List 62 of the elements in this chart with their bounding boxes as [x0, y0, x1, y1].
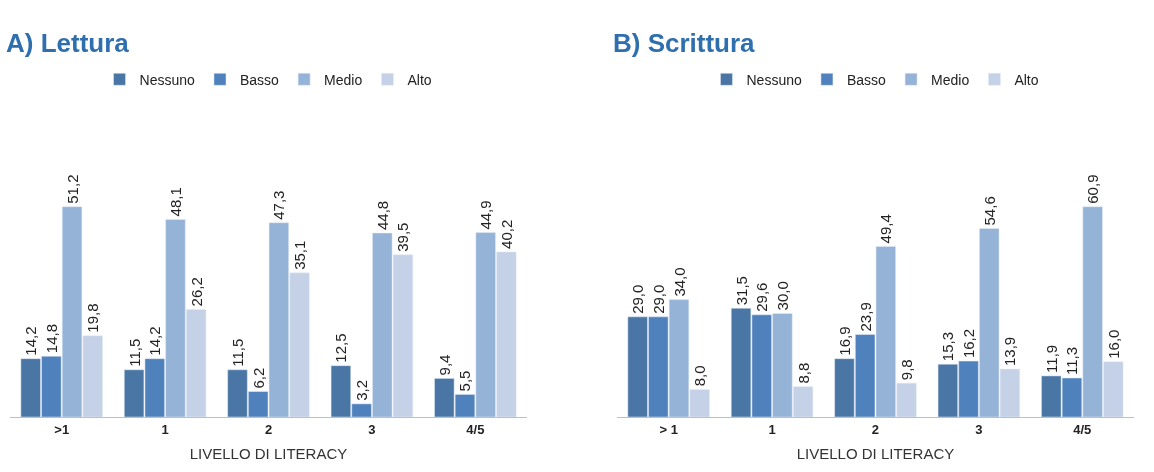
data-label: 11,3	[1063, 346, 1081, 375]
x-tick-label: 3	[368, 421, 376, 437]
data-label: 14,2	[146, 326, 164, 356]
data-label: 54,6	[980, 196, 998, 226]
data-label: 47,3	[270, 190, 288, 220]
data-label: 11,5	[228, 338, 246, 367]
data-label: 44,8	[373, 200, 391, 231]
x-tick-label: 4/5	[466, 421, 485, 437]
legend-label: Nessuno	[746, 71, 802, 88]
x-tick-label: 1	[768, 421, 776, 437]
data-label: 30,0	[773, 281, 791, 311]
data-label: 29,0	[649, 284, 667, 314]
x-tick-label: 2	[264, 421, 273, 437]
data-label: 35,1	[291, 240, 309, 270]
data-label: 16,2	[960, 328, 978, 359]
x-tick-label: 2	[871, 421, 880, 437]
data-label: 39,5	[394, 222, 412, 252]
data-label: 16,0	[1104, 329, 1122, 359]
data-label: 11,9	[1042, 344, 1060, 373]
data-label: 13,9	[1001, 336, 1019, 367]
legend-label: Alto	[407, 71, 432, 88]
data-label: 44,9	[477, 200, 495, 230]
data-label: 48,1	[166, 187, 184, 217]
data-label: 19,8	[84, 303, 102, 333]
data-label: 8,8	[794, 362, 812, 384]
data-label: 14,2	[22, 326, 40, 356]
data-label: 40,2	[497, 219, 515, 249]
legend-label: Medio	[931, 71, 970, 88]
data-label: 31,5	[732, 276, 750, 306]
data-label: 16,9	[835, 326, 853, 356]
data-label: 29,0	[629, 284, 647, 314]
chart-title: B) Scrittura	[613, 28, 756, 58]
data-label: 9,8	[898, 359, 916, 381]
data-label: 6,2	[249, 367, 267, 389]
legend-label: Medio	[324, 71, 363, 88]
data-label: 9,4	[435, 354, 453, 376]
data-label: 60,9	[1084, 174, 1102, 204]
data-label: 49,4	[877, 214, 895, 244]
x-axis-title: LIVELLO DI LITERACY	[189, 444, 348, 462]
x-tick-label: 1	[161, 421, 169, 437]
data-label: 12,5	[332, 333, 350, 363]
data-label: 34,0	[670, 267, 688, 297]
data-label: 23,9	[856, 302, 874, 332]
x-tick-label: > 1	[659, 421, 678, 437]
data-label: 3,2	[353, 380, 371, 401]
data-label: 8,0	[691, 365, 709, 387]
legend-label: Nessuno	[139, 71, 195, 88]
data-label: 26,2	[187, 277, 205, 307]
legend-label: Basso	[846, 71, 887, 88]
x-tick-label: 3	[975, 421, 983, 437]
x-tick-label: 4/5	[1073, 421, 1092, 437]
legend-label: Basso	[239, 71, 280, 88]
chart-title: A) Lettura	[6, 28, 130, 58]
data-label: 11,5	[125, 338, 143, 367]
data-label: 29,6	[753, 282, 771, 312]
data-label: 51,2	[63, 174, 81, 204]
data-label: 5,5	[456, 370, 474, 392]
data-label: 14,8	[42, 324, 60, 354]
x-axis-title: LIVELLO DI LITERACY	[796, 444, 955, 462]
legend-label: Alto	[1014, 71, 1039, 88]
x-tick-label: >1	[54, 421, 70, 437]
data-label: 15,3	[939, 331, 957, 362]
